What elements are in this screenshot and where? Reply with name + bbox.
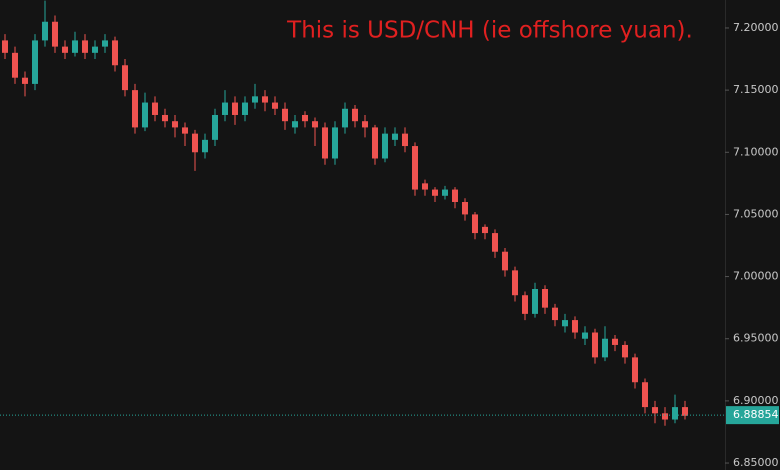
- candle-body: [132, 90, 138, 128]
- y-tick-label: 7.10000: [733, 145, 779, 158]
- candle-body: [262, 96, 268, 103]
- candle-body: [572, 320, 578, 333]
- candle-body: [672, 407, 678, 420]
- candle-body: [552, 307, 558, 321]
- candle-body: [122, 65, 128, 91]
- candle-body: [342, 108, 348, 128]
- candle-body: [582, 332, 588, 339]
- candle-body: [292, 121, 298, 128]
- candle-body: [612, 338, 618, 345]
- candle-body: [402, 133, 408, 147]
- candle-body: [602, 338, 608, 358]
- candle-body: [432, 189, 438, 196]
- candle-body: [592, 332, 598, 358]
- candle-body: [352, 108, 358, 122]
- candle-body: [42, 21, 48, 41]
- candle-body: [162, 114, 168, 122]
- candle-body: [272, 102, 278, 109]
- candle-body: [562, 320, 568, 327]
- candle-body: [82, 40, 88, 53]
- candle-body: [472, 214, 478, 234]
- candle-body: [682, 407, 688, 416]
- candle-body: [522, 295, 528, 314]
- y-tick-label: 6.85000: [733, 456, 779, 469]
- candle-body: [652, 407, 658, 414]
- last-price-label: 6.88854: [733, 408, 779, 421]
- candle-body: [662, 413, 668, 420]
- candle-body: [232, 102, 238, 115]
- candle-body: [32, 40, 38, 84]
- candle-body: [322, 127, 328, 159]
- candle-body: [512, 270, 518, 296]
- candle-body: [372, 127, 378, 159]
- candle-body: [532, 289, 538, 314]
- candle-body: [302, 114, 308, 122]
- candle-body: [202, 139, 208, 153]
- candle-body: [392, 133, 398, 140]
- candle-body: [382, 133, 388, 159]
- candle-body: [362, 121, 368, 128]
- y-tick-label: 6.95000: [733, 332, 779, 345]
- candle-body: [642, 382, 648, 408]
- candle-body: [142, 102, 148, 128]
- candle-body: [462, 201, 468, 215]
- annotation: This is USD/CNH (ie offshore yuan).: [286, 18, 693, 44]
- candle-body: [12, 52, 18, 78]
- y-tick-label: 7.00000: [733, 270, 779, 283]
- candle-body: [632, 357, 638, 383]
- candle-body: [22, 77, 28, 84]
- candle-body: [542, 289, 548, 308]
- candle-body: [452, 189, 458, 202]
- candle-body: [102, 40, 108, 47]
- candle-body: [502, 251, 508, 271]
- candle-body: [282, 108, 288, 122]
- candle-body: [112, 40, 118, 66]
- candle-body: [52, 21, 58, 47]
- y-tick-label: 6.90000: [733, 394, 779, 407]
- candle-body: [182, 127, 188, 134]
- candle-body: [312, 121, 318, 128]
- candle-body: [242, 102, 248, 115]
- candle-body: [72, 40, 78, 53]
- candle-body: [622, 344, 628, 358]
- candle-body: [412, 146, 418, 190]
- candle-body: [62, 46, 68, 53]
- candle-body: [2, 40, 8, 53]
- candle-body: [422, 183, 428, 190]
- y-tick-label: 7.15000: [733, 83, 779, 96]
- candle-body: [92, 46, 98, 53]
- candle-body: [492, 233, 498, 252]
- candle-body: [332, 127, 338, 159]
- candle-body: [192, 133, 198, 153]
- y-tick-label: 7.20000: [733, 21, 779, 34]
- last-price-badge: [726, 406, 779, 425]
- candle-body: [212, 114, 218, 140]
- candle-body: [222, 102, 228, 115]
- candle-body: [252, 96, 258, 103]
- candle-body: [172, 121, 178, 128]
- candle-body: [482, 226, 488, 234]
- y-tick-label: 7.05000: [733, 207, 779, 220]
- candle-body: [152, 102, 158, 115]
- candle-body: [442, 189, 448, 196]
